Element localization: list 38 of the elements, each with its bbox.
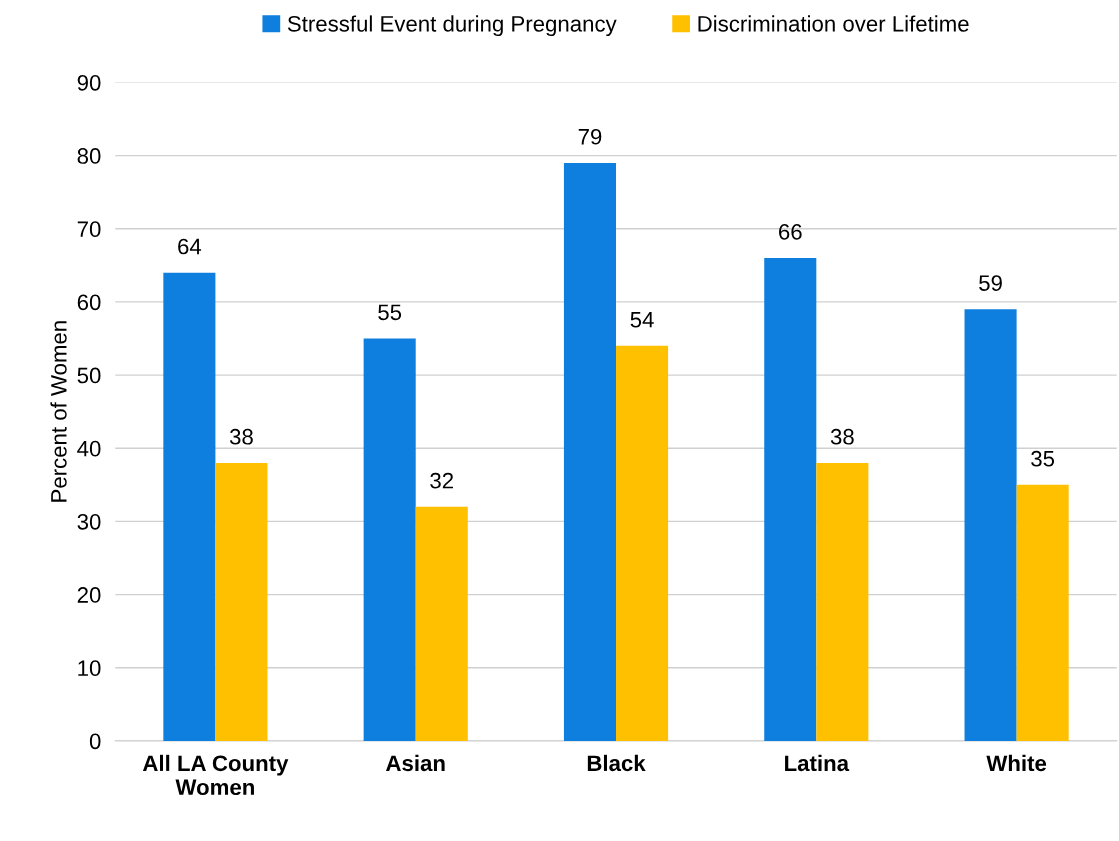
bar — [1016, 484, 1069, 741]
data-label: 59 — [979, 275, 1002, 291]
data-label: 66 — [779, 224, 802, 240]
bar — [816, 462, 869, 741]
bar — [616, 345, 669, 741]
y-tick-label: 90 — [77, 74, 101, 91]
data-label: 38 — [830, 428, 854, 445]
y-tick-label: 80 — [77, 148, 101, 164]
y-tick-label: 30 — [77, 513, 101, 530]
bar — [215, 462, 268, 741]
legend-label: Discrimination over Lifetime — [698, 15, 969, 32]
x-tick-label: White — [986, 754, 1047, 772]
x-tick-label: Latina — [785, 754, 850, 772]
y-tick-label: 10 — [78, 660, 101, 677]
bar — [415, 506, 468, 741]
data-label: 79 — [578, 128, 602, 145]
data-label: 38 — [229, 428, 253, 445]
y-tick-label: 40 — [77, 440, 101, 457]
data-label: 64 — [178, 238, 202, 255]
bar — [964, 309, 1017, 741]
x-tick-label: Asian — [386, 754, 445, 772]
data-label: 32 — [430, 472, 453, 489]
legend-label: Stressful Event during Pregnancy — [287, 15, 617, 37]
y-axis-title: Percent of Women — [50, 321, 67, 502]
bar — [563, 162, 617, 741]
data-label: 54 — [630, 312, 654, 328]
y-tick-label: 60 — [77, 294, 101, 311]
y-tick-label: 0 — [89, 733, 101, 750]
y-tick-label: 50 — [77, 367, 101, 384]
bar — [764, 258, 817, 741]
bar — [363, 338, 416, 741]
y-tick-label: 20 — [77, 587, 101, 603]
data-label: 35 — [1031, 450, 1055, 467]
data-label: 55 — [378, 304, 402, 321]
y-tick-label: 70 — [77, 221, 101, 238]
x-tick-label: All LA County Women — [142, 754, 289, 796]
bar — [163, 272, 216, 741]
x-tick-label: Black — [587, 754, 646, 772]
